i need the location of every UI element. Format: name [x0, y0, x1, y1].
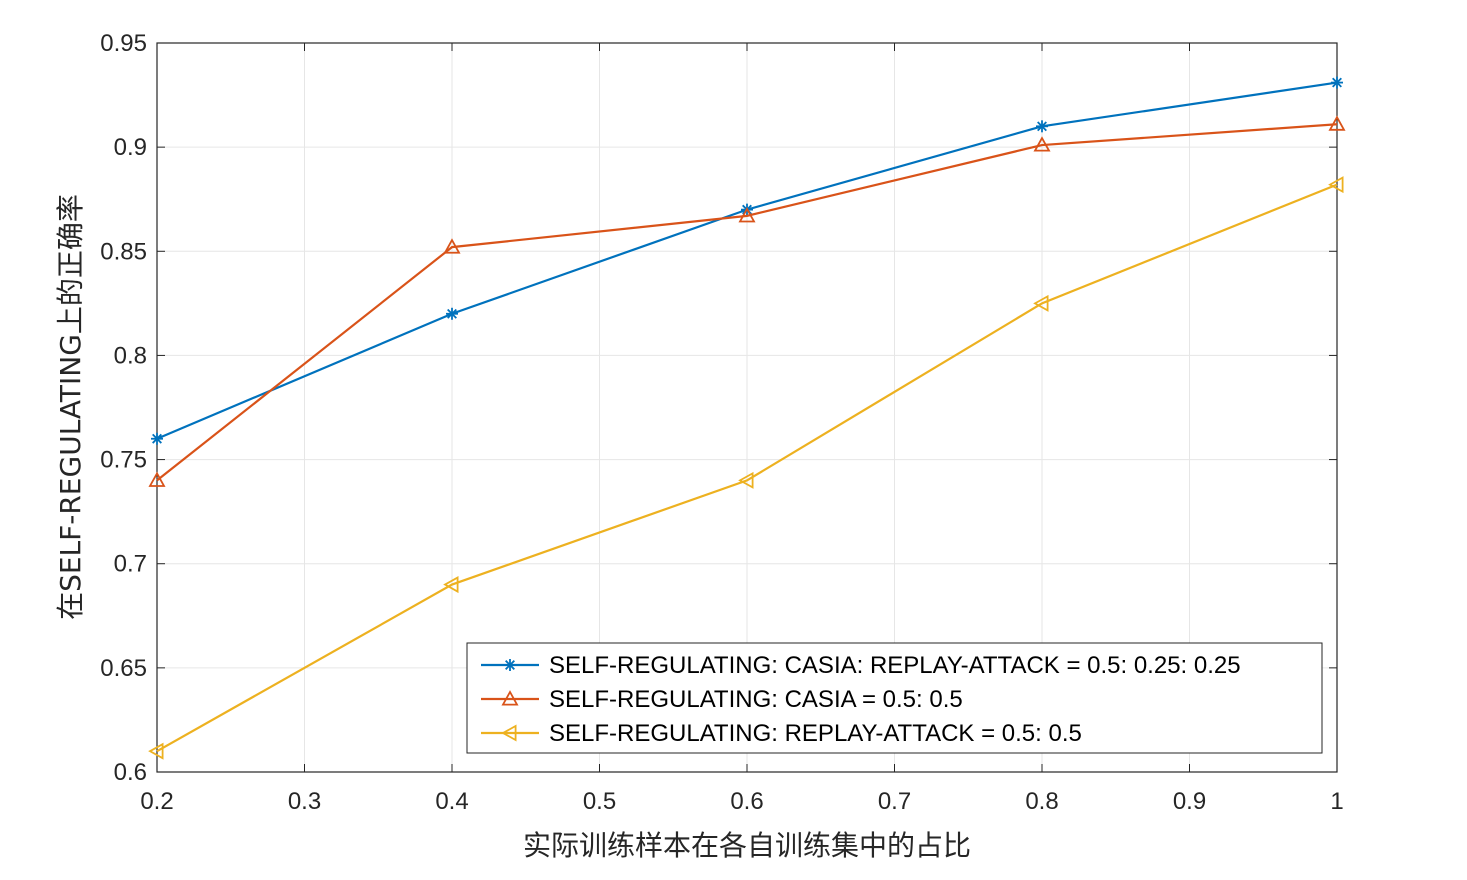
data-point-series-2 [1328, 115, 1346, 131]
data-point-series-2 [148, 471, 166, 487]
data-point-series-3 [1033, 294, 1049, 312]
y-tick-label: 0.85 [100, 238, 147, 265]
x-tick-label: 1 [1330, 788, 1343, 815]
x-tick-label: 0.3 [288, 788, 321, 815]
legend-box [466, 642, 1323, 754]
series-layer [148, 76, 1346, 760]
series-line-3 [156, 183, 1338, 753]
y-tick-label: 0.8 [114, 342, 147, 369]
data-point-series-3 [443, 576, 459, 594]
data-point-series-2 [443, 238, 461, 254]
data-point-series-3 [148, 742, 164, 760]
x-axis-label: 实际训练样本在各自训练集中的占比 [523, 829, 971, 862]
data-point-series-1 [151, 432, 163, 445]
x-tick-label: 0.7 [878, 788, 911, 815]
data-point-series-1 [446, 307, 458, 320]
y-tick-label: 0.7 [114, 551, 147, 578]
x-tick-label: 0.9 [1173, 788, 1206, 815]
data-point-series-1 [1331, 76, 1343, 89]
y-tick-label: 0.95 [100, 30, 147, 57]
legend-marker [501, 690, 519, 706]
x-tick-label: 0.5 [583, 788, 616, 815]
y-tick-label: 0.6 [114, 759, 147, 786]
series-line-2 [156, 123, 1338, 482]
data-point-series-2 [1033, 136, 1051, 152]
x-tick-label: 0.8 [1025, 788, 1058, 815]
legend-label: SELF-REGULATING: REPLAY-ATTACK = 0.5: 0.… [549, 720, 1082, 747]
legend-label: SELF-REGULATING: CASIA: REPLAY-ATTACK = … [549, 652, 1241, 679]
y-tick-label: 0.9 [114, 134, 147, 161]
data-point-series-1 [1036, 120, 1048, 133]
legend: SELF-REGULATING: CASIA: REPLAY-ATTACK = … [466, 642, 1323, 754]
ticks: 0.2 0.3 0.4 0.5 0.6 0.7 0.8 0.9 1 0.6 0.65 0.7 0.75 0… [100, 30, 1343, 815]
legend-marker [504, 659, 516, 671]
legend-marker [501, 724, 517, 742]
y-tick-label: 0.75 [100, 447, 147, 474]
x-tick-label: 0.4 [435, 788, 468, 815]
y-axis-label: 在SELF-REGULATING上的正确率 [54, 194, 87, 620]
data-point-series-2 [738, 207, 756, 223]
data-point-series-3 [1328, 176, 1344, 194]
x-tick-label: 0.2 [140, 788, 173, 815]
legend-label: SELF-REGULATING: CASIA = 0.5: 0.5 [549, 686, 963, 713]
data-point-series-3 [738, 471, 754, 489]
y-tick-label: 0.65 [100, 655, 147, 682]
x-tick-label: 0.6 [730, 788, 763, 815]
